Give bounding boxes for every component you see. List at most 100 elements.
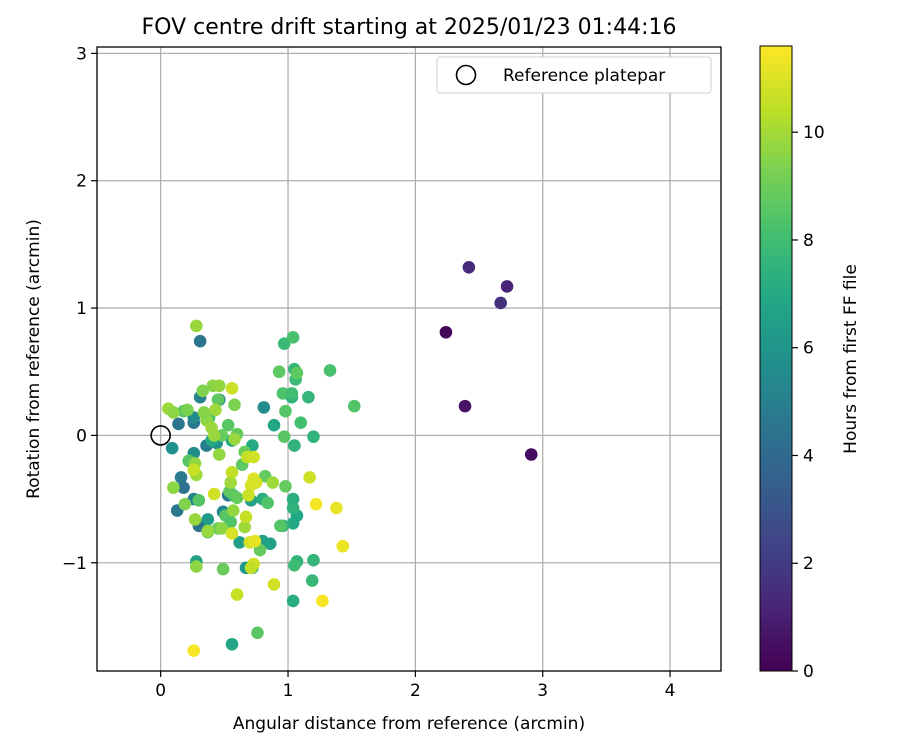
data-point <box>244 561 258 575</box>
data-point <box>177 481 190 494</box>
colorbar-tick-label: 0 <box>803 662 814 682</box>
data-point <box>290 366 304 380</box>
data-point <box>221 418 235 432</box>
colorbar-tick-label: 2 <box>803 554 814 574</box>
x-tick-label: 1 <box>283 681 294 701</box>
y-axis: −1 0 1 2 3 <box>62 44 97 574</box>
data-point <box>279 404 292 418</box>
data-point <box>167 481 180 494</box>
reference-marker <box>150 425 171 446</box>
data-point <box>307 553 320 567</box>
data-point <box>197 406 211 419</box>
data-point <box>247 450 260 464</box>
data-point <box>524 448 538 461</box>
data-point <box>458 399 472 413</box>
data-point <box>248 534 262 548</box>
data-point <box>279 480 292 493</box>
data-point <box>305 574 319 587</box>
data-point <box>249 476 263 489</box>
data-point <box>225 527 239 540</box>
data-point <box>257 401 271 414</box>
data-point <box>294 416 308 429</box>
data-point <box>188 513 202 526</box>
data-point <box>286 331 300 344</box>
data-point <box>228 432 241 446</box>
data-point <box>233 536 246 549</box>
data-point <box>230 491 244 505</box>
data-point <box>224 476 238 489</box>
data-point <box>225 466 239 479</box>
legend: Reference platepar <box>436 56 712 94</box>
y-axis-label: Rotation from reference (arcmin) <box>24 219 44 499</box>
data-point <box>309 497 323 511</box>
data-point <box>316 594 329 608</box>
data-point <box>192 494 206 507</box>
data-point <box>238 520 252 534</box>
data-points <box>162 261 538 657</box>
data-point <box>286 501 300 515</box>
data-point <box>242 488 255 502</box>
data-point <box>500 280 514 293</box>
data-point <box>336 539 350 553</box>
data-point <box>274 519 287 533</box>
data-point <box>277 430 291 443</box>
data-point <box>267 418 281 432</box>
data-point <box>196 384 209 398</box>
data-point <box>211 393 225 407</box>
grid-lines <box>97 47 721 671</box>
data-point <box>263 537 277 550</box>
data-point <box>190 319 203 333</box>
data-point <box>207 429 221 442</box>
data-point <box>276 387 290 400</box>
x-tick-label: 3 <box>537 681 548 701</box>
data-point <box>285 387 299 400</box>
data-point <box>286 492 300 506</box>
data-point <box>216 562 230 576</box>
colorbar-label: Hours from first FF file <box>841 264 861 454</box>
data-point <box>165 441 179 455</box>
x-tick-label: 0 <box>155 681 166 701</box>
chart-title: FOV centre drift starting at 2025/01/23 … <box>142 15 677 40</box>
y-tick-label: −1 <box>62 554 87 574</box>
data-point <box>167 406 180 419</box>
data-point <box>215 522 229 535</box>
data-point <box>288 559 301 572</box>
y-tick-label: 3 <box>76 44 87 64</box>
data-point <box>494 296 507 310</box>
y-tick-label: 1 <box>76 299 87 319</box>
data-point <box>225 637 239 651</box>
data-point <box>174 471 188 484</box>
data-point <box>302 390 315 404</box>
data-point <box>212 448 226 461</box>
data-point <box>207 487 221 501</box>
x-tick-label: 2 <box>410 681 421 701</box>
y-tick-label: 0 <box>76 426 87 446</box>
data-point <box>330 501 343 515</box>
legend-label: Reference platepar <box>503 66 665 86</box>
data-point <box>224 515 238 529</box>
data-point <box>178 497 192 511</box>
data-point <box>439 325 453 339</box>
data-point <box>286 594 300 608</box>
y-tick-label: 2 <box>76 172 87 192</box>
colorbar-tick-label: 10 <box>803 123 825 143</box>
colorbar <box>759 45 793 672</box>
data-point <box>267 578 281 591</box>
data-point <box>212 379 226 393</box>
data-point <box>209 403 222 417</box>
data-point <box>462 261 476 274</box>
legend-marker <box>455 64 477 86</box>
data-point <box>201 513 215 526</box>
data-point <box>228 398 241 412</box>
data-point <box>251 626 264 640</box>
data-point <box>303 471 316 484</box>
data-point <box>266 476 280 489</box>
data-point <box>201 524 215 538</box>
data-point <box>230 588 244 601</box>
data-point <box>172 417 185 431</box>
data-point <box>261 496 274 510</box>
data-point <box>187 644 201 657</box>
data-point <box>181 403 194 417</box>
data-point <box>323 364 337 377</box>
